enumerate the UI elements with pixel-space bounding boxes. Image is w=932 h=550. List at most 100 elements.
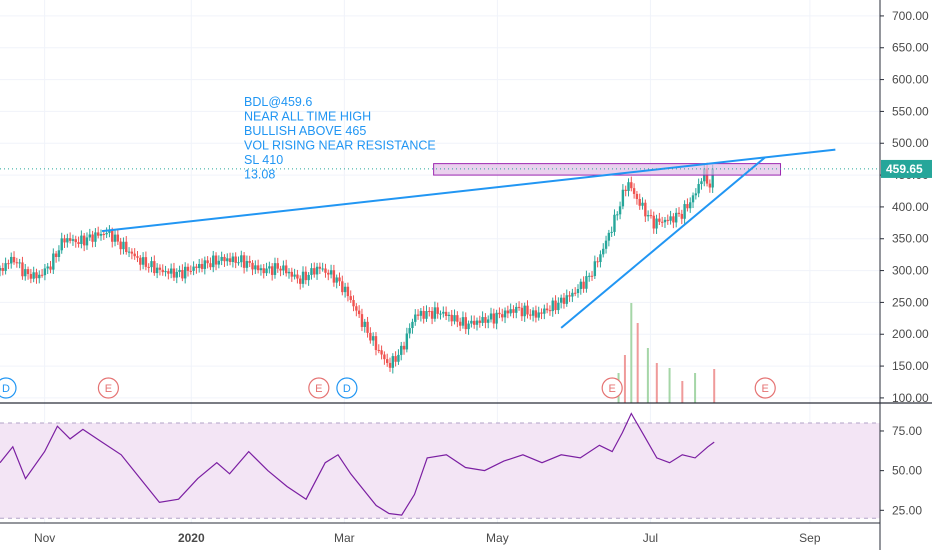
candle-body [164, 271, 167, 273]
candle-body [189, 270, 192, 272]
earnings-marker[interactable]: E [754, 377, 776, 399]
rsi-pane [0, 412, 880, 519]
candle-body [520, 307, 524, 317]
candle-body [689, 202, 692, 209]
earnings-marker[interactable]: E [601, 377, 623, 399]
candle-body [436, 307, 439, 314]
candle-body [270, 266, 274, 275]
candle-body [669, 216, 672, 221]
candle-body [509, 309, 512, 314]
candle-body [677, 212, 681, 214]
candle-body [310, 268, 313, 275]
event-marker-label: D [343, 383, 351, 395]
candle-body [419, 310, 423, 316]
candle-body [144, 257, 148, 267]
candle-body [458, 321, 462, 326]
candle-body [105, 232, 108, 235]
candle-body [318, 266, 322, 269]
candle-body [40, 274, 44, 276]
candle-body [332, 270, 336, 283]
candle-body [1, 268, 5, 271]
candle-body [565, 295, 568, 304]
candle-body [237, 262, 240, 264]
candle-body [470, 320, 473, 324]
drawing-overlays[interactable] [0, 148, 880, 329]
candle-body [666, 219, 669, 221]
time-axis[interactable]: Nov 2020 Mar May Jul Sep [34, 531, 821, 545]
candle-body [461, 317, 465, 326]
candle-body [663, 219, 667, 223]
candle-body [632, 188, 636, 194]
candle-body [299, 278, 302, 284]
candle-body [102, 233, 106, 235]
event-marker-circle [308, 377, 330, 399]
rsi-line [0, 412, 715, 516]
rsi-axis[interactable]: 75.00 50.00 25.00 [880, 424, 922, 517]
candle-body [108, 230, 111, 233]
earnings-marker[interactable]: E [308, 377, 330, 399]
candle-body [38, 274, 41, 279]
candle-body [161, 269, 164, 273]
candle-body [548, 310, 552, 312]
candle-body [60, 238, 63, 251]
candle-body [35, 272, 38, 279]
candle-body [74, 239, 77, 243]
candle-body [590, 275, 594, 277]
candle-body [447, 314, 451, 316]
candle-body [54, 253, 58, 258]
candle-body [212, 255, 215, 268]
volume-bar [655, 363, 658, 403]
candle-body [416, 314, 420, 316]
dividend-marker[interactable]: D [0, 377, 17, 399]
candle-body [113, 234, 117, 242]
candle-body [588, 275, 591, 277]
candle-body [453, 315, 456, 322]
rsi-axis-label: 50.00 [892, 464, 922, 478]
annotation-line: NEAR ALL TIME HIGH [244, 110, 371, 124]
time-axis-label: 2020 [178, 531, 205, 545]
candle-body [141, 257, 145, 265]
candle-body [282, 265, 285, 271]
earnings-marker[interactable]: E [97, 377, 120, 399]
candle-body [484, 317, 487, 323]
annotation-line: VOL RISING NEAR RESISTANCE [244, 139, 436, 153]
candle-body [450, 314, 453, 322]
candle-body [284, 265, 288, 274]
candle-body [329, 270, 333, 275]
candle-body [349, 296, 352, 301]
candle-body [206, 260, 209, 264]
candle-body [705, 168, 709, 184]
event-marker-circle [754, 377, 776, 399]
candle-body [618, 206, 622, 215]
price-axis-label: 100.00 [892, 391, 929, 405]
candle-body [512, 309, 515, 313]
price-axis[interactable]: 700.00650.00600.00550.00500.00450.00400.… [880, 9, 932, 405]
volume-bar [623, 355, 626, 403]
candle-body [526, 305, 529, 315]
candle-body [203, 260, 207, 269]
trendline-resistance[interactable] [101, 148, 836, 233]
price-axis-label: 200.00 [892, 327, 929, 341]
dividend-marker[interactable]: D [336, 377, 358, 399]
annotation-line: SL 410 [244, 153, 283, 167]
candle-body [268, 266, 271, 269]
candle-body [711, 168, 714, 188]
candle-body [273, 263, 277, 275]
candle-body [313, 268, 316, 275]
candle-body [324, 268, 327, 273]
trendline-support[interactable] [560, 156, 766, 329]
candle-body [88, 234, 91, 238]
candle-body [155, 267, 159, 274]
time-axis-label: Mar [334, 531, 355, 545]
candle-body [683, 204, 686, 219]
candle-body [26, 269, 30, 275]
candle-body [529, 314, 532, 316]
candle-body [649, 215, 653, 217]
annotation-line: BULLISH ABOVE 465 [244, 124, 366, 138]
candle-body [374, 336, 378, 350]
candle-body [391, 356, 395, 368]
volume-bar [681, 381, 684, 403]
candle-body [467, 323, 470, 330]
